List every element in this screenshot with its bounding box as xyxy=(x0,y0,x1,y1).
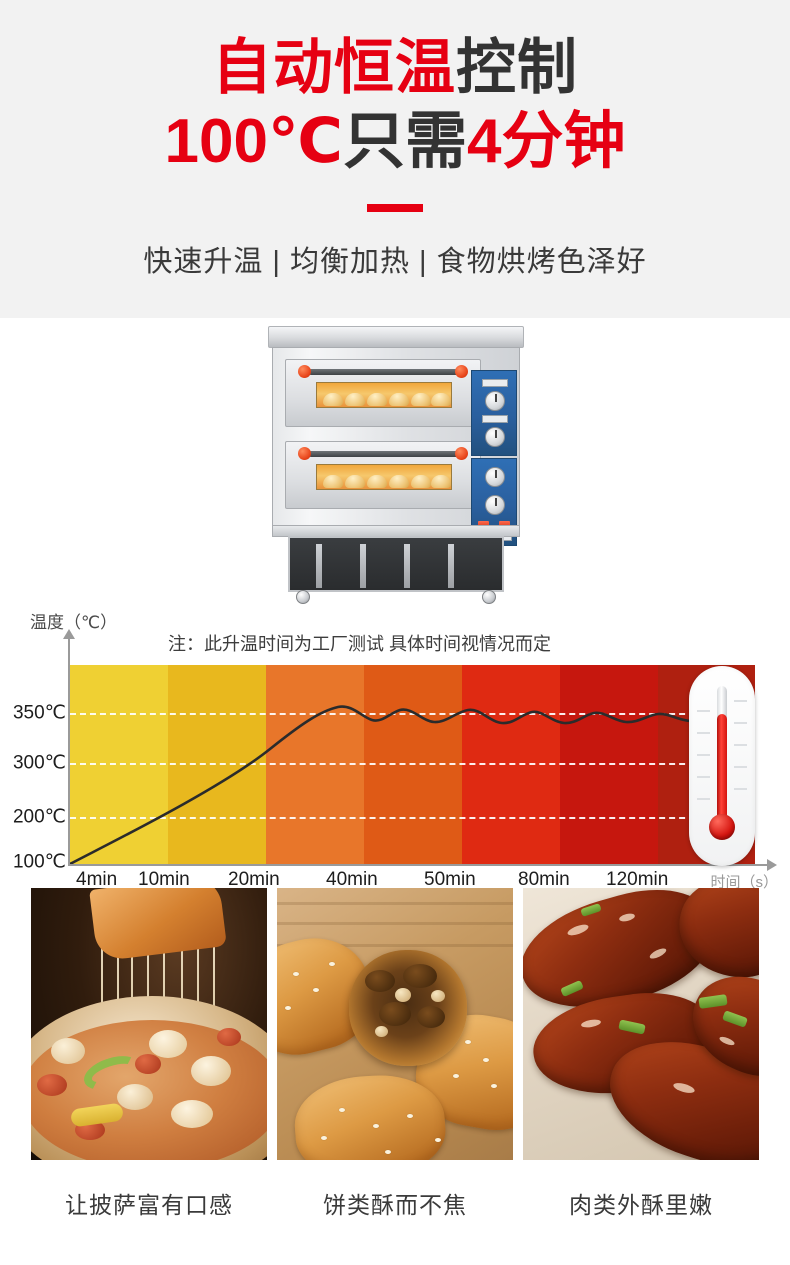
headline-line-2-part-1: 100℃ xyxy=(164,106,344,176)
header-divider xyxy=(367,203,423,212)
chart-y-ticks: 350℃ 300℃ 200℃ 100℃ xyxy=(0,608,66,908)
thermometer-mercury xyxy=(717,714,727,826)
pizza-slice xyxy=(89,888,227,962)
headline-line-1: 自动恒温控制 xyxy=(212,34,578,101)
gridline-300 xyxy=(70,763,755,765)
caster-wheel-icon xyxy=(296,590,310,604)
control-panel-upper xyxy=(471,370,517,456)
y-tick-200: 200℃ xyxy=(12,806,66,828)
chart-x-axis xyxy=(68,859,777,871)
pastry-cut-open xyxy=(349,950,467,1066)
deck-handle-icon xyxy=(308,451,460,457)
thermometer-bulb xyxy=(709,814,735,840)
deck-window-upper xyxy=(316,382,452,408)
x-tick-50min: 50min xyxy=(424,869,476,890)
oven-body xyxy=(272,347,520,546)
gallery-image-pizza xyxy=(31,888,267,1160)
chart-y-axis xyxy=(63,629,75,866)
x-tick-40min: 40min xyxy=(326,869,378,890)
gallery-caption-pizza: 让披萨富有口感 xyxy=(65,1192,233,1218)
x-tick-4min: 4min xyxy=(76,869,118,890)
deck-window-lower xyxy=(316,464,452,490)
deck-knob-left-icon xyxy=(298,447,311,460)
oven-top-cover xyxy=(268,326,524,348)
y-tick-350: 350℃ xyxy=(12,702,66,724)
headline-line-2-part-3: 4分钟 xyxy=(467,106,626,176)
headline-line-1-part-1: 自动恒温 xyxy=(212,34,456,101)
headline-line-1-part-2: 控制 xyxy=(456,34,578,101)
temperature-curve xyxy=(70,705,755,864)
header-subtitle: 快速升温 | 均衡加热 | 食物烘烤色泽好 xyxy=(143,245,647,278)
oven-stand xyxy=(288,536,504,592)
deck-handle-icon xyxy=(308,369,460,375)
deck-knob-right-icon xyxy=(455,447,468,460)
y-tick-300: 300℃ xyxy=(12,752,66,774)
gallery-captions: 让披萨富有口感 饼类酥而不焦 肉类外酥里嫩 xyxy=(0,1178,790,1238)
deck-knob-left-icon xyxy=(298,365,311,378)
headline-line-2-part-2: 只需 xyxy=(343,106,468,176)
food-gallery xyxy=(0,888,790,1178)
caster-wheel-icon xyxy=(482,590,496,604)
oven-deck-lower xyxy=(285,441,481,509)
chart-x-axis-label: 时间（s） xyxy=(710,874,778,891)
x-tick-120min: 120min xyxy=(606,869,669,890)
promo-header: 自动恒温控制 100℃只需4分钟 快速升温 | 均衡加热 | 食物烘烤色泽好 xyxy=(0,0,790,318)
oven-deck-upper xyxy=(285,359,481,427)
deck-knob-right-icon xyxy=(455,365,468,378)
x-tick-80min: 80min xyxy=(518,869,570,890)
x-tick-10min: 10min xyxy=(138,869,190,890)
gallery-caption-pastry: 饼类酥而不焦 xyxy=(323,1192,467,1218)
chart-note: 注：此升温时间为工厂测试 具体时间视情况而定 xyxy=(168,634,551,654)
headline-line-2: 100℃只需4分钟 xyxy=(164,106,626,176)
thermometer-icon xyxy=(689,666,755,866)
product-image-stage xyxy=(0,318,790,608)
x-tick-20min: 20min xyxy=(228,869,280,890)
gallery-image-wings xyxy=(523,888,759,1160)
gridline-350 xyxy=(70,713,755,715)
y-tick-100: 100℃ xyxy=(12,851,66,873)
gridline-200 xyxy=(70,817,755,819)
gallery-caption-wings: 肉类外酥里嫩 xyxy=(569,1192,713,1218)
chart-y-axis-label: 温度（℃） xyxy=(30,613,118,632)
gallery-image-pastry xyxy=(277,888,513,1160)
temperature-chart: 温度（℃） 注：此升温时间为工厂测试 具体时间视情况而定 350℃ 300℃ 2… xyxy=(0,608,790,908)
oven-product-image xyxy=(258,326,534,604)
